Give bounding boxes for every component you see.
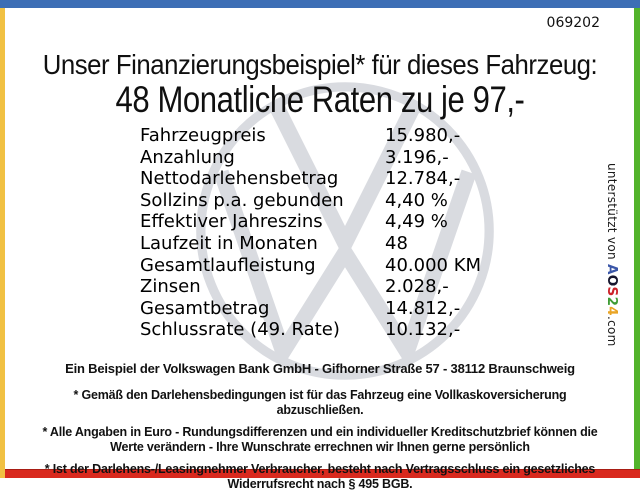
serial-number: 069202 — [546, 15, 600, 31]
brand-letter: O — [604, 274, 620, 287]
table-row: Fahrzeugpreis 15.980,- — [140, 125, 481, 147]
table-row: Anzahlung 3.196,- — [140, 147, 481, 169]
table-row: Gesamtbetrag 14.812,- — [140, 298, 481, 320]
row-value: 40.000 KM — [385, 254, 482, 276]
row-value: 15.980,- — [385, 125, 461, 146]
table-row: Laufzeit in Monaten 48 — [140, 233, 481, 255]
brand-letter: 4 — [604, 306, 620, 316]
row-label: Fahrzeugpreis — [140, 125, 266, 146]
headline-line1: Unser Finanzierungsbeispiel* für dieses … — [42, 49, 598, 80]
row-label: Schlussrate (49. Rate) — [140, 319, 340, 341]
row-label: Nettodarlehensbetrag — [140, 168, 339, 190]
row-label: Gesamtlaufleistung — [140, 254, 316, 276]
row-label: Gesamtbetrag — [140, 297, 270, 319]
row-label: Sollzins p.a. gebunden — [140, 189, 344, 211]
vw-logo-watermark-icon — [196, 82, 494, 380]
table-row: Zinsen 2.028,- — [140, 276, 481, 298]
footnote: * Gemäß den Darlehensbedingungen ist für… — [73, 388, 567, 417]
row-value: 2.028,- — [385, 276, 449, 298]
table-row: Nettodarlehensbetrag 12.784,- — [140, 168, 481, 190]
row-label: Laufzeit in Monaten — [140, 232, 318, 254]
supported-by-prefix: unterstützt von — [605, 163, 619, 264]
footnotes: * Gemäß den Darlehensbedingungen ist für… — [35, 388, 605, 499]
row-label: Effektiver Jahreszins — [140, 211, 323, 233]
frame-border-top — [0, 0, 640, 8]
footnote: * Ist der Darlehens-/Leasingnehmer Verbr… — [44, 462, 596, 491]
headline-line2: 48 Monatliche Raten zu je 97,- — [115, 79, 525, 120]
row-value: 4,49 % — [385, 211, 448, 233]
bank-address-line: Ein Beispiel der Volkswagen Bank GmbH - … — [65, 361, 575, 376]
row-value: 48 — [385, 232, 408, 254]
frame-border-right — [634, 8, 640, 469]
table-row: Sollzins p.a. gebunden 4,40 % — [140, 190, 481, 212]
row-value: 10.132,- — [385, 319, 461, 341]
finance-table: Fahrzeugpreis 15.980,- Anzahlung 3.196,- Net… — [140, 125, 481, 341]
brand-letter: 2 — [604, 296, 620, 307]
row-value: 4,40 % — [385, 189, 448, 211]
aos-brand: AOS24 — [604, 263, 620, 316]
row-label: Zinsen — [140, 276, 201, 298]
table-row: Effektiver Jahreszins 4,49 % — [140, 211, 481, 233]
row-value: 3.196,- — [385, 146, 449, 168]
row-value: 14.812,- — [385, 297, 461, 319]
supported-by-suffix: .com — [605, 315, 619, 347]
frame-border-bottom — [5, 469, 640, 478]
frame-border-left — [0, 8, 5, 478]
brand-letter: S — [604, 286, 620, 297]
supported-by-credit: unterstützt von AOS24.com — [604, 163, 620, 347]
table-row: Schlussrate (49. Rate) 10.132,- — [140, 319, 481, 341]
table-row: Gesamtlaufleistung 40.000 KM — [140, 255, 481, 277]
row-label: Anzahlung — [140, 146, 235, 168]
brand-letter: A — [604, 263, 620, 275]
row-value: 12.784,- — [385, 168, 461, 190]
footnote: * Alle Angaben in Euro - Rundungsdiffere… — [42, 425, 598, 454]
